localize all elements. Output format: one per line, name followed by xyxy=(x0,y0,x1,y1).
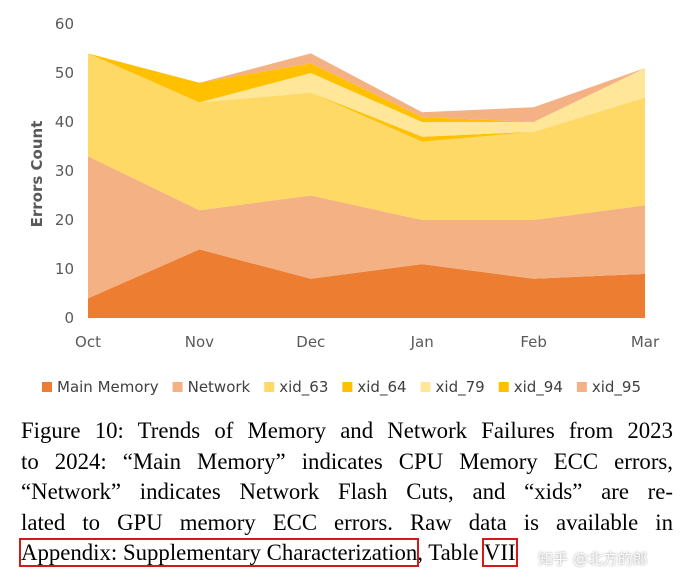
area-xid-63 xyxy=(88,53,645,221)
y-tick-20: 20 xyxy=(55,211,74,229)
x-tick-jan: Jan xyxy=(410,333,434,351)
x-tick-feb: Feb xyxy=(520,333,547,351)
legend-swatch-main-memory xyxy=(42,382,52,392)
y-axis-ticks: 0 10 20 30 40 50 60 xyxy=(55,15,74,327)
figure-caption: Figure 10: Trends of Memory and Network … xyxy=(18,416,673,569)
legend-item-xid-63: xid_63 xyxy=(264,378,328,397)
legend-item-network: Network xyxy=(172,378,251,396)
legend-label-xid-79: xid_79 xyxy=(436,378,485,397)
legend-item-xid-79: xid_79 xyxy=(420,378,485,397)
legend-label-main-memory: Main Memory xyxy=(57,378,159,396)
legend-swatch-xid-64 xyxy=(342,382,353,392)
legend-item-main-memory: Main Memory xyxy=(42,378,159,396)
y-axis-label: Errors Count xyxy=(28,121,46,228)
y-tick-10: 10 xyxy=(55,260,74,278)
appendix-link[interactable]: Appendix: Supplementary Characterization xyxy=(18,538,420,568)
legend-swatch-xid-63 xyxy=(264,382,275,392)
y-tick-30: 30 xyxy=(55,162,74,180)
legend-swatch-xid-79 xyxy=(420,382,431,392)
legend-swatch-xid-94 xyxy=(498,382,509,392)
legend-item-xid-95: xid_95 xyxy=(576,378,641,397)
y-tick-50: 50 xyxy=(55,64,74,82)
legend-swatch-network xyxy=(172,382,183,392)
x-axis-ticks: Oct Nov Dec Jan Feb Mar xyxy=(75,333,660,351)
legend-swatch-xid-95 xyxy=(576,382,587,392)
legend-label-network: Network xyxy=(188,378,251,396)
area-main-memory xyxy=(88,249,645,318)
y-tick-60: 60 xyxy=(55,15,74,33)
area-network xyxy=(88,156,645,299)
y-tick-0: 0 xyxy=(64,309,74,327)
legend-label-xid-95: xid_95 xyxy=(592,378,641,397)
watermark: 知乎 @北方的郎 xyxy=(538,550,648,568)
y-tick-40: 40 xyxy=(55,113,74,131)
legend-label-xid-64: xid_64 xyxy=(357,378,406,397)
stacked-area-chart: 0 10 20 30 40 50 60 Oct Nov Dec Jan Feb Mar Errors … xyxy=(28,15,660,397)
caption-line-4: lated to GPU memory ECC errors. Raw data… xyxy=(21,509,673,535)
x-tick-mar: Mar xyxy=(631,333,660,351)
figure-label: Figure 10: xyxy=(21,418,124,443)
figure-10: 0 10 20 30 40 50 60 Oct Nov Dec Jan Feb Mar Errors … xyxy=(28,15,660,397)
legend-label-xid-63: xid_63 xyxy=(279,378,328,397)
x-tick-dec: Dec xyxy=(296,333,325,351)
x-tick-oct: Oct xyxy=(75,333,101,351)
caption-line-5: Appendix: Supplementary Characterization… xyxy=(18,538,518,568)
x-tick-nov: Nov xyxy=(185,333,214,351)
area-xid-95 xyxy=(88,53,645,122)
caption-line-2: to 2024: “Main Memory” indicates CPU Mem… xyxy=(21,448,673,474)
plot-area xyxy=(88,53,645,318)
legend-item-xid-94: xid_94 xyxy=(498,378,563,397)
caption-line-1: Figure 10: Trends of Memory and Network … xyxy=(21,418,673,443)
area-xid-94 xyxy=(88,53,645,122)
legend-item-xid-64: xid_64 xyxy=(342,378,407,397)
legend-label-xid-94: xid_94 xyxy=(514,378,563,397)
legend: Main Memory Network xid_63 xid_64 xid_79 xid_… xyxy=(42,378,641,397)
caption-line-3: “Network” indicates Network Flash Cuts, … xyxy=(21,479,673,505)
table-ref-link[interactable]: VII xyxy=(481,538,518,568)
